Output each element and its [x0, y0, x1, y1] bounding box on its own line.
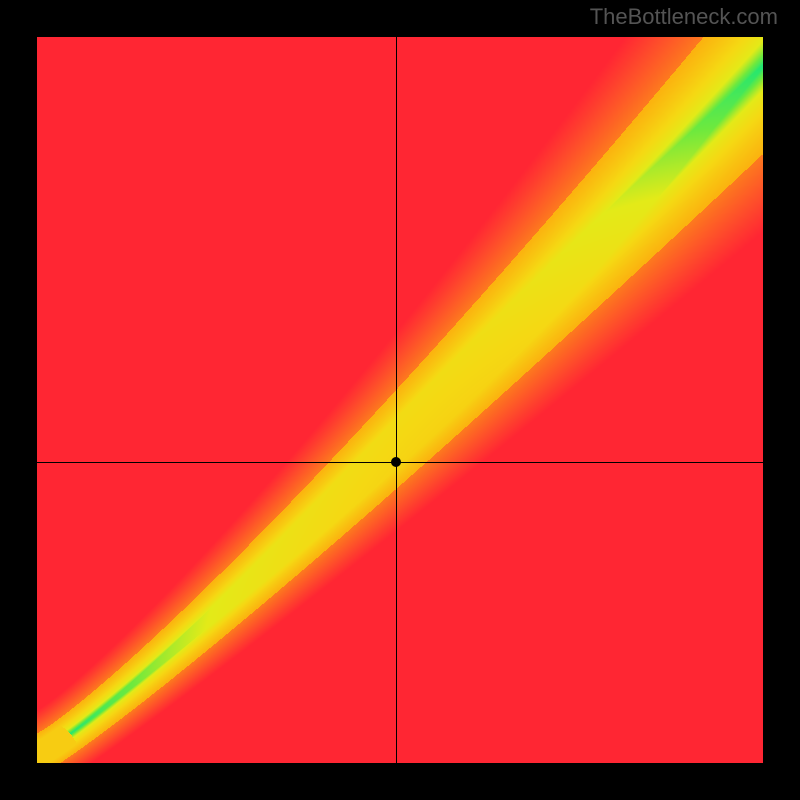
crosshair-vertical — [396, 37, 397, 763]
watermark-text: TheBottleneck.com — [590, 4, 778, 30]
heatmap-plot — [37, 37, 763, 763]
heatmap-canvas — [37, 37, 763, 763]
data-point — [391, 457, 401, 467]
